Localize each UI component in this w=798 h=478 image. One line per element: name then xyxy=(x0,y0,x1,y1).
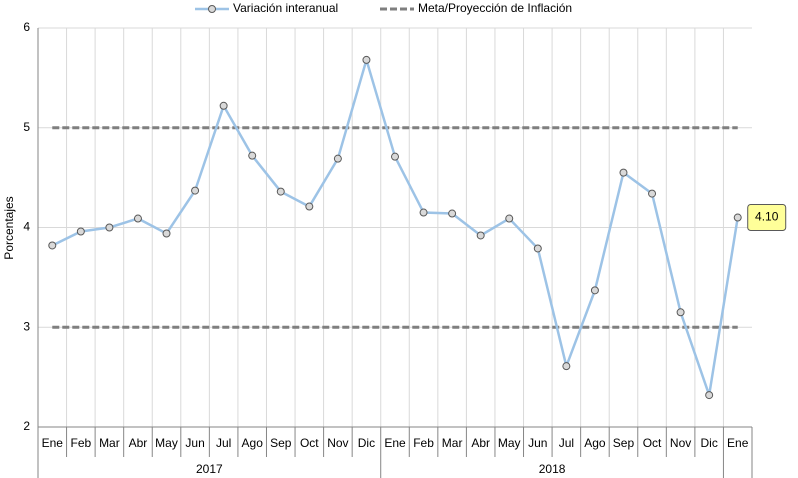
x-tick-label: Ago xyxy=(584,436,606,450)
data-point xyxy=(619,168,628,177)
value-label-box xyxy=(747,204,787,232)
data-point xyxy=(248,151,257,160)
data-point xyxy=(362,55,371,64)
x-tick-label: Jun xyxy=(185,436,204,450)
x-tick-label: Jul xyxy=(216,436,231,450)
data-point xyxy=(333,154,342,163)
x-tick-label: Oct xyxy=(300,436,319,450)
x-tick-label: Ene xyxy=(727,436,749,450)
data-point xyxy=(276,187,285,196)
x-tick-label: Feb xyxy=(70,436,91,450)
x-tick-label: May xyxy=(155,436,178,450)
data-point xyxy=(590,286,599,295)
x-tick-label: Abr xyxy=(471,436,490,450)
data-point xyxy=(448,209,457,218)
data-point xyxy=(676,308,685,317)
x-tick-label: Sep xyxy=(270,436,292,450)
data-point xyxy=(133,214,142,223)
data-point xyxy=(162,229,171,238)
legend-label: Variación interanual xyxy=(233,1,338,15)
x-tick-label: Nov xyxy=(327,436,348,450)
data-point xyxy=(305,202,314,211)
group-label: 2017 xyxy=(196,462,223,476)
x-tick-label: Dic xyxy=(358,436,375,450)
x-tick-label: May xyxy=(498,436,521,450)
x-tick-label: Feb xyxy=(413,436,434,450)
legend-marker xyxy=(208,5,216,13)
x-tick-label: Abr xyxy=(129,436,148,450)
x-tick-label: Oct xyxy=(643,436,662,450)
value-label: 4.10 xyxy=(755,210,779,224)
data-point xyxy=(76,227,85,236)
data-point xyxy=(219,101,228,110)
data-point xyxy=(48,241,57,250)
data-point xyxy=(562,362,571,371)
x-tick-label: Sep xyxy=(613,436,635,450)
x-tick-label: Ene xyxy=(42,436,64,450)
data-point xyxy=(419,208,428,217)
x-tick-label: Jun xyxy=(528,436,547,450)
y-tick-label: 4 xyxy=(23,220,30,234)
data-point xyxy=(533,244,542,253)
x-tick-label: Mar xyxy=(442,436,463,450)
group-label: 2018 xyxy=(539,462,566,476)
data-point xyxy=(648,189,657,198)
y-tick-label: 6 xyxy=(23,20,30,34)
data-point xyxy=(733,213,742,222)
y-tick-label: 3 xyxy=(23,319,30,333)
x-tick-label: Jul xyxy=(559,436,574,450)
y-tick-label: 5 xyxy=(23,120,30,134)
data-point xyxy=(476,231,485,240)
data-point xyxy=(391,152,399,161)
data-point xyxy=(105,223,114,232)
data-point xyxy=(705,391,714,400)
legend-label: Meta/Proyección de Inflación xyxy=(418,1,572,15)
x-tick-label: Dic xyxy=(700,436,717,450)
x-tick-label: Nov xyxy=(670,436,691,450)
x-tick-label: Ago xyxy=(242,436,264,450)
y-axis-label: Porcentajes xyxy=(2,196,16,259)
x-tick-label: Mar xyxy=(99,436,120,450)
data-point xyxy=(191,186,200,195)
x-tick-label: Ene xyxy=(384,436,406,450)
y-tick-label: 2 xyxy=(23,419,30,433)
data-point xyxy=(505,214,514,223)
